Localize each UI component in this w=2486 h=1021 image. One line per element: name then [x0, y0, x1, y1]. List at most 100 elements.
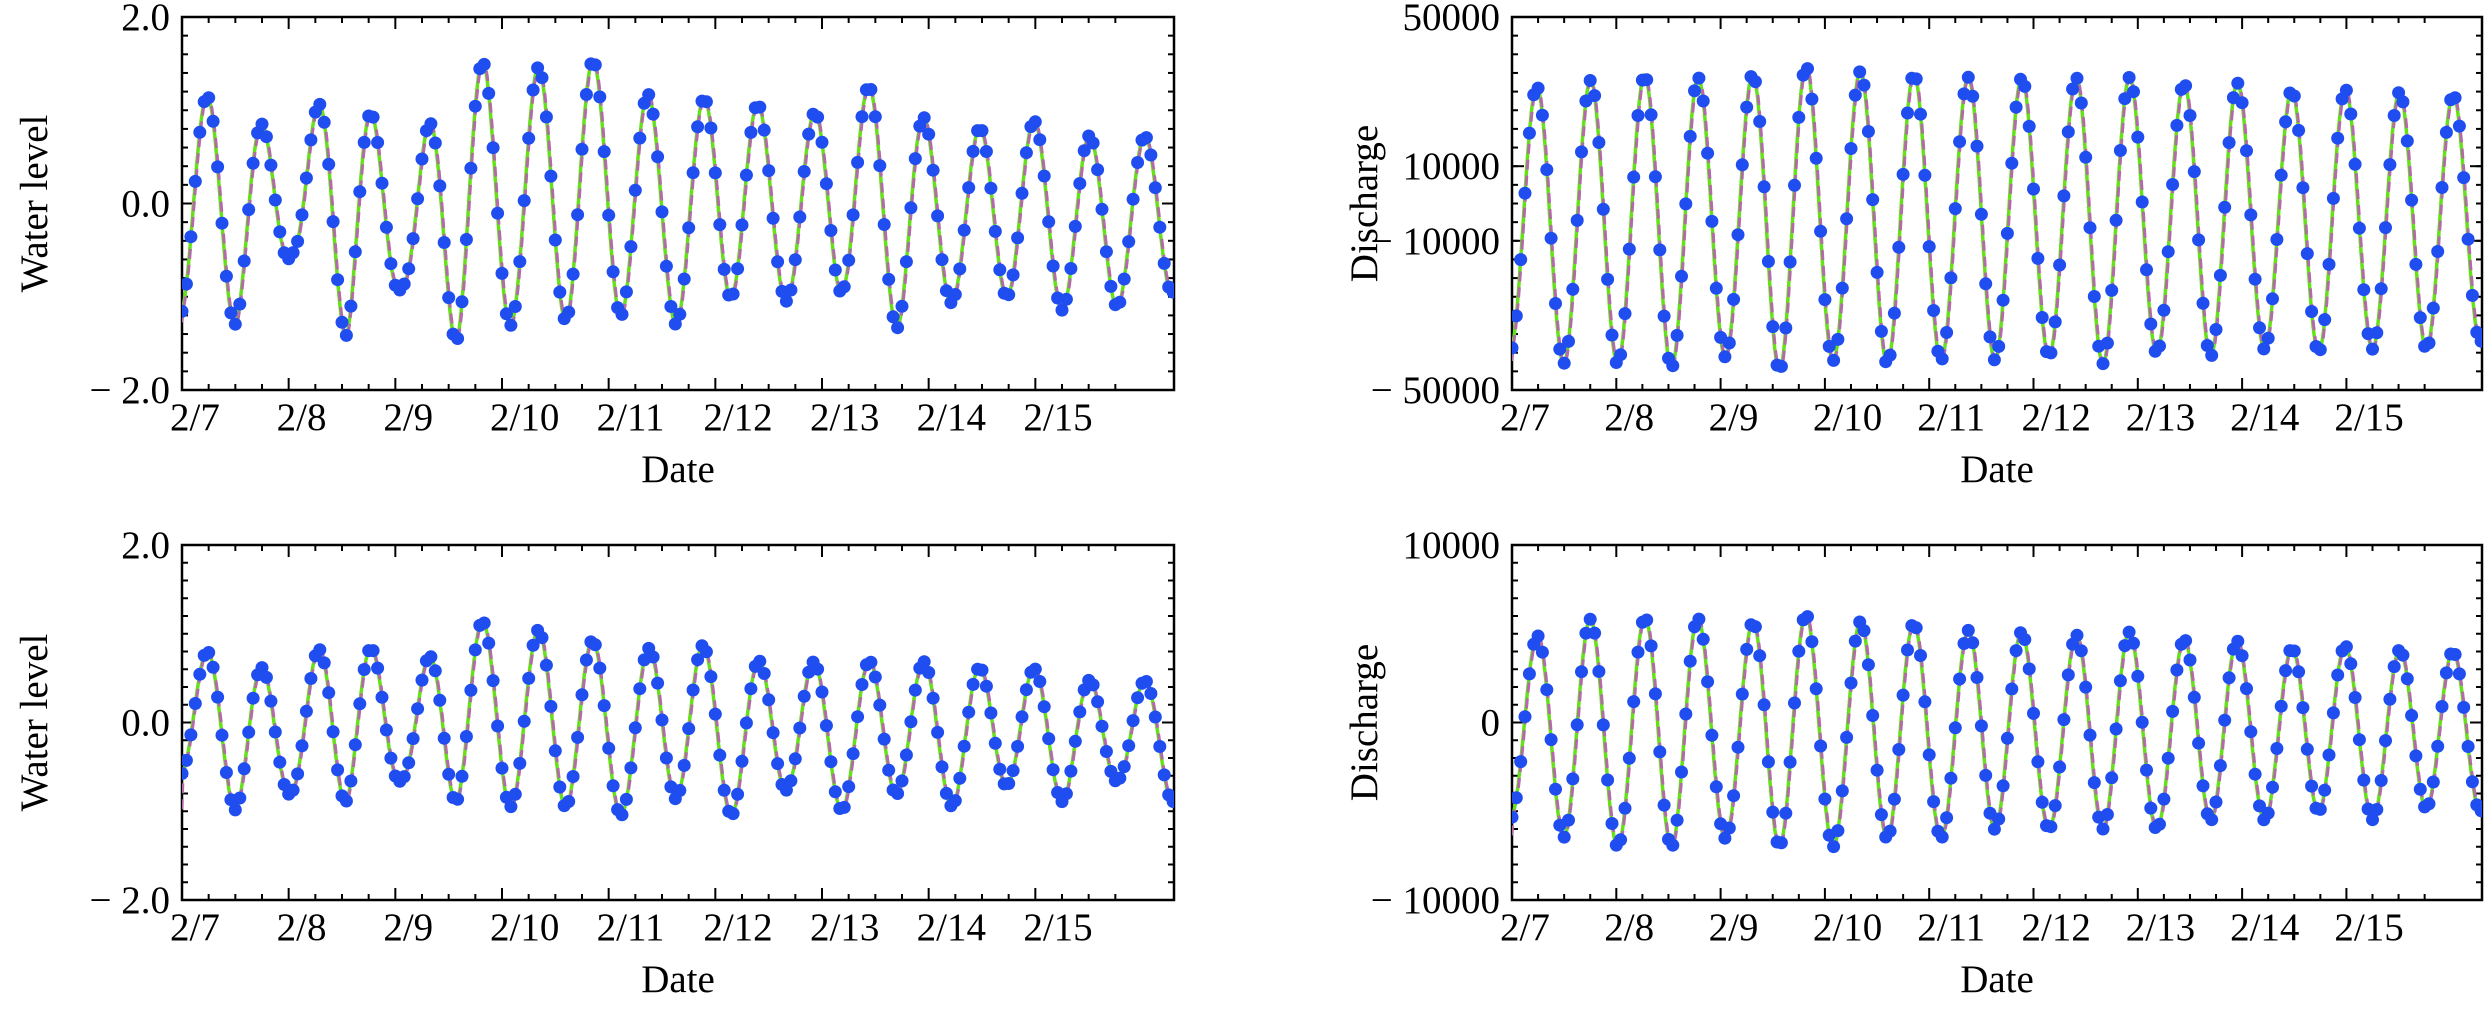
observation-point [2144, 801, 2158, 815]
observation-point [651, 676, 665, 690]
observation-point [1809, 151, 1823, 165]
x-tick-label: 2/8 [277, 396, 327, 439]
observation-point [2331, 131, 2345, 145]
observation-point [273, 755, 287, 769]
observation-point [182, 753, 193, 767]
observation-point [993, 263, 1007, 277]
observation-point [1028, 662, 1042, 676]
observation-point [1535, 108, 1549, 122]
observation-point [1592, 665, 1606, 678]
observation-point [291, 234, 305, 248]
observation-point [2179, 79, 2193, 93]
observation-point [566, 267, 580, 281]
observation-point [1153, 220, 1167, 234]
observation-point [228, 803, 242, 817]
observation-point [979, 145, 993, 158]
observation-point [855, 678, 869, 691]
observation-point [882, 763, 896, 777]
observation-point [255, 117, 269, 131]
observation-point [606, 779, 620, 793]
y-axis-title: Discharge [1343, 125, 1386, 282]
observation-point [544, 699, 558, 713]
x-tick-label: 2/13 [2126, 906, 2195, 949]
observation-point [2127, 636, 2140, 650]
observation-point [1631, 645, 1645, 659]
observation-point [979, 679, 993, 693]
observation-point [713, 748, 727, 762]
observation-point [1153, 740, 1167, 753]
observation-point [313, 97, 327, 111]
observation-point [1562, 813, 1575, 827]
observation-point [1679, 197, 1693, 211]
x-tick-label: 2/15 [1023, 396, 1092, 439]
observation-point [691, 653, 705, 667]
observation-point [1827, 353, 1841, 367]
observation-point [2035, 795, 2049, 809]
observation-point [2274, 699, 2288, 713]
observation-point [344, 774, 358, 788]
observation-point [1064, 262, 1078, 275]
observation-point [886, 310, 900, 324]
observation-point [2157, 303, 2171, 317]
observation-point [766, 726, 780, 740]
observation-point [1887, 792, 1901, 806]
observation-point [522, 131, 536, 145]
observation-point [182, 767, 189, 780]
observation-point [1002, 288, 1016, 302]
observation-point [1557, 356, 1571, 370]
y-tick-label: 2.0 [121, 0, 170, 39]
observation-point [1818, 792, 1832, 806]
observation-point [926, 691, 940, 705]
observation-point [2400, 672, 2414, 686]
observation-point [1722, 821, 1736, 835]
observation-point [455, 295, 469, 309]
observation-point [811, 110, 825, 124]
observation-point [935, 760, 949, 774]
observation-point [1028, 115, 1042, 129]
observation-point [579, 653, 593, 667]
observation-point [633, 682, 647, 696]
observation-point [1117, 272, 1131, 286]
observation-point [259, 670, 273, 684]
observation-point [553, 780, 567, 794]
observation-point [2413, 311, 2427, 325]
observation-point [2100, 808, 2114, 821]
observation-point [615, 808, 629, 822]
observation-point [753, 654, 767, 668]
observation-point [2096, 822, 2110, 836]
observation-point [904, 715, 918, 729]
observation-point [704, 121, 718, 135]
observation-point [731, 787, 745, 801]
observation-point [571, 730, 585, 744]
observation-point [1801, 610, 1814, 624]
observation-point [313, 643, 327, 657]
observation-point [668, 317, 682, 331]
observation-point [2109, 213, 2123, 227]
observation-point [824, 755, 838, 769]
observation-point [562, 305, 576, 319]
y-tick-label: − 50000 [1371, 369, 1500, 412]
observation-point [2105, 771, 2119, 785]
observation-point [837, 280, 851, 294]
observation-point [1144, 687, 1158, 700]
observation-point [1518, 710, 1532, 724]
observation-point [1605, 817, 1619, 830]
observation-point [699, 95, 713, 109]
x-tick-label: 2/14 [2230, 396, 2299, 439]
observation-point [1718, 831, 1732, 845]
observation-point [642, 88, 656, 102]
observation-point [2296, 181, 2310, 195]
observation-point [1095, 719, 1109, 733]
observation-point [1131, 691, 1145, 705]
observation-point [2144, 317, 2158, 331]
observation-point [402, 756, 416, 770]
observation-point [2161, 245, 2175, 259]
observation-point [2048, 315, 2062, 329]
observation-point [824, 224, 838, 237]
observation-point [1901, 106, 1914, 120]
observation-point [1144, 148, 1158, 162]
observation-point [513, 255, 527, 269]
observation-point [2187, 690, 2201, 704]
observation-point [1722, 336, 1736, 350]
observation-point [2035, 311, 2049, 324]
